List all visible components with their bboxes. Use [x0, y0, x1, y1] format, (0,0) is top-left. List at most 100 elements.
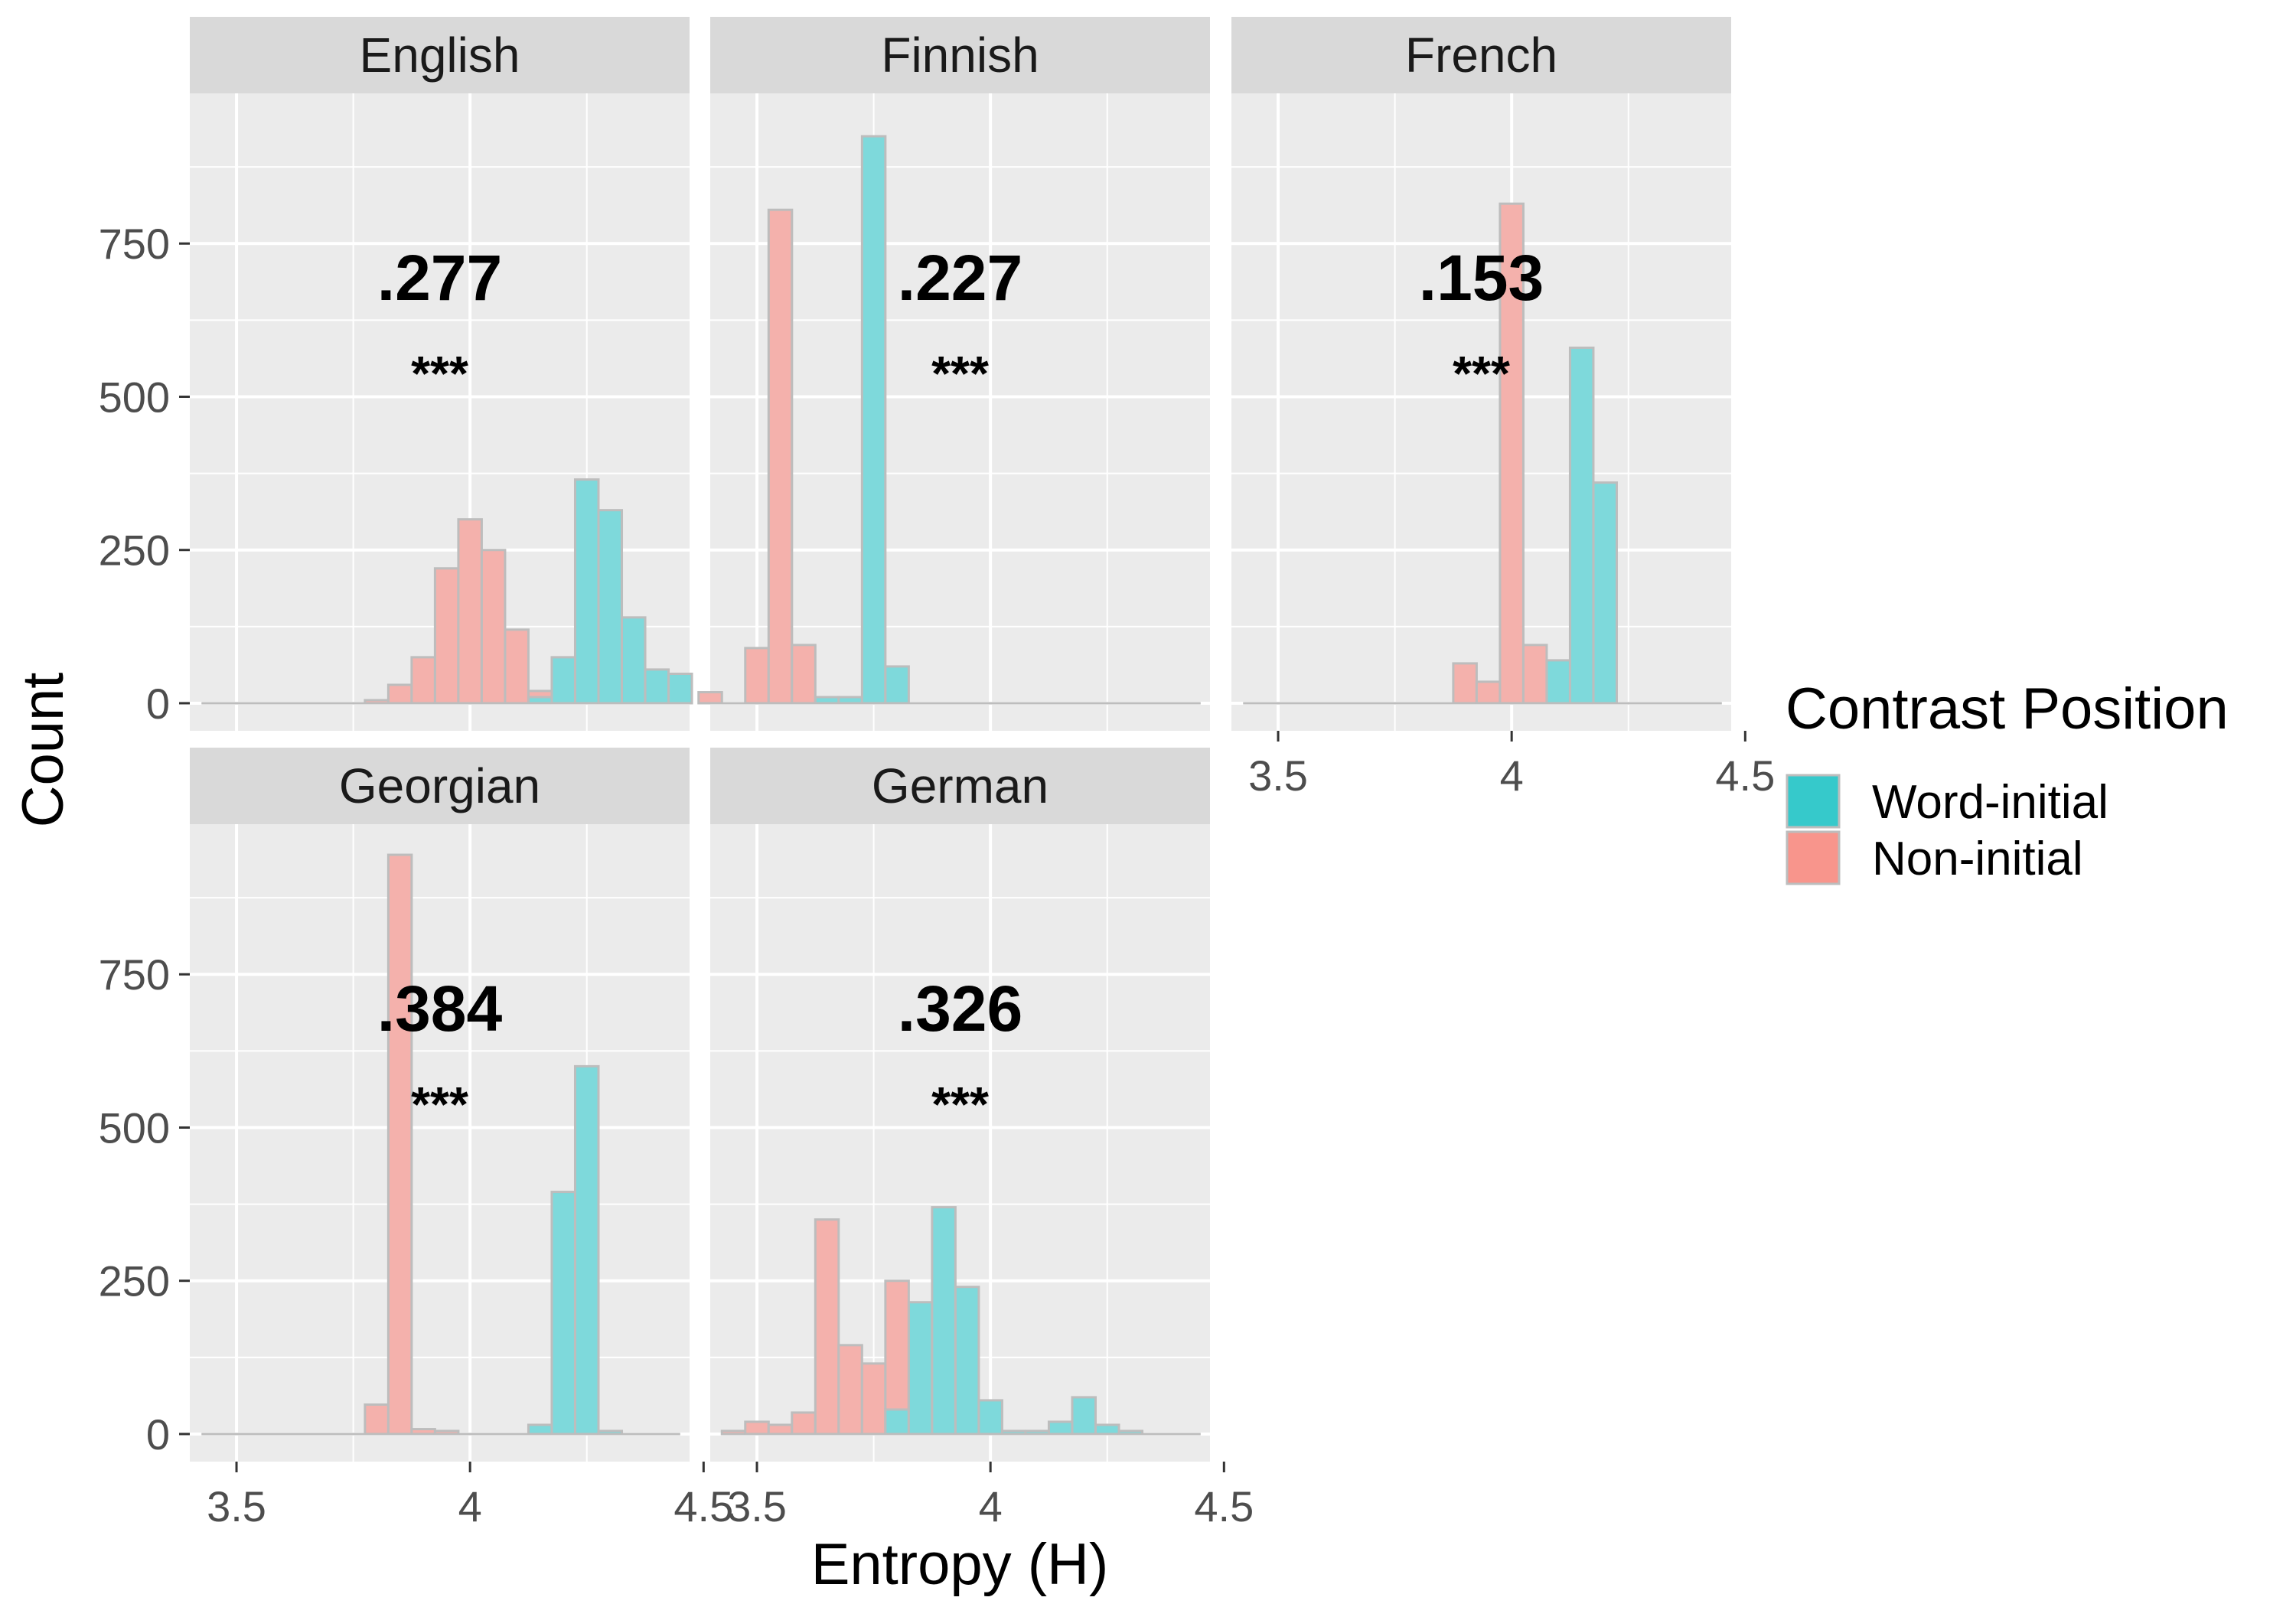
non-initial-bar	[433, 1429, 460, 1436]
x-tick-label: 4.5	[1194, 1482, 1254, 1530]
word-initial-bar	[550, 1191, 576, 1436]
non-initial-bar	[744, 1420, 770, 1436]
y-tick-label: 500	[99, 373, 170, 421]
effect-size-label: .153	[1419, 242, 1544, 314]
non-initial-bar	[364, 1403, 390, 1436]
y-axis-bottom: 0 250 500 750	[99, 950, 190, 1459]
x-tick-label: 3.5	[207, 1482, 266, 1530]
facet-german: German .326 ***	[710, 748, 1226, 1462]
bars-french	[1452, 202, 1618, 705]
word-initial-bar	[527, 1423, 553, 1436]
effect-size-label: .326	[898, 973, 1023, 1045]
facet-french: French .153 ***	[1231, 17, 1747, 731]
panel-background-finnish	[710, 93, 1210, 731]
facet-title-english: English	[360, 28, 520, 83]
y-axis-top: 0 250 500 750	[99, 220, 190, 728]
non-initial-bar	[1475, 680, 1502, 705]
word-initial-bar	[1592, 481, 1618, 705]
non-initial-bar	[837, 1344, 863, 1436]
x-tick-label: 3.5	[1248, 751, 1308, 800]
gridlines-georgian	[190, 824, 706, 1462]
word-initial-bar	[573, 478, 600, 705]
facet-strip-french	[1231, 17, 1731, 93]
non-initial-bar	[767, 208, 794, 705]
non-initial-bar	[410, 656, 436, 705]
non-initial-bar	[1521, 644, 1548, 705]
word-initial-bar	[884, 1408, 910, 1436]
facet-strip-english	[190, 17, 690, 93]
non-initial-bar	[767, 1423, 794, 1436]
significance-label: ***	[931, 346, 989, 401]
non-initial-bar	[860, 1362, 887, 1436]
word-initial-bar	[954, 1286, 980, 1436]
x-axis-georgian: 3.5 4 4.5	[207, 1462, 733, 1530]
word-initial-bar	[1117, 1429, 1144, 1436]
non-initial-bar	[697, 691, 723, 705]
panel-background-french	[1231, 93, 1731, 731]
legend: Contrast Position Word-initialNon-initia…	[1786, 676, 2229, 885]
word-initial-bar	[814, 696, 840, 705]
x-axis-german: 3.5 4 4.5	[727, 1462, 1254, 1530]
x-axis-title: Entropy (H)	[811, 1532, 1109, 1597]
bars-finnish	[697, 135, 910, 705]
non-initial-bar	[791, 1411, 817, 1436]
x-tick-label: 4	[458, 1482, 482, 1530]
y-tick-label: 0	[146, 680, 170, 728]
legend-label-word-initial: Word-initial	[1872, 776, 2108, 829]
facet-title-georgian: Georgian	[339, 758, 540, 813]
facet-strip-georgian	[190, 748, 690, 824]
word-initial-bar	[931, 1206, 957, 1436]
word-initial-bar	[550, 656, 576, 705]
non-initial-bar	[480, 549, 507, 705]
non-initial-bar	[720, 1429, 747, 1436]
non-initial-bar	[386, 683, 413, 705]
y-tick-label: 250	[99, 1257, 170, 1305]
bars-georgian	[364, 853, 624, 1436]
y-tick-label: 750	[99, 950, 170, 999]
x-tick-label: 4	[979, 1482, 1003, 1530]
word-initial-bar	[1047, 1420, 1074, 1436]
word-initial-bar	[1545, 659, 1571, 705]
word-initial-bar	[977, 1399, 1003, 1436]
word-initial-bar	[884, 665, 910, 705]
x-axis-french: 3.5 4 4.5	[1248, 731, 1775, 800]
word-initial-bar	[860, 135, 887, 705]
facet-strip-german	[710, 748, 1210, 824]
non-initial-bar	[1499, 202, 1525, 705]
non-initial-bar	[410, 1428, 436, 1436]
non-initial-bar	[744, 647, 770, 705]
word-initial-bar	[621, 616, 647, 705]
x-tick-label: 3.5	[727, 1482, 787, 1530]
facet-georgian: Georgian .384 ***	[190, 748, 706, 1462]
word-initial-bar	[1000, 1429, 1027, 1436]
word-initial-bar	[597, 1429, 624, 1436]
non-initial-bar	[791, 644, 817, 705]
word-initial-bar	[1568, 346, 1595, 705]
facet-title-finnish: Finnish	[881, 28, 1039, 83]
word-initial-bar	[667, 673, 693, 705]
word-initial-bar	[527, 696, 553, 705]
non-initial-bar	[457, 518, 483, 705]
significance-label: ***	[411, 346, 468, 401]
non-initial-bar	[504, 628, 530, 705]
significance-label: ***	[931, 1077, 989, 1132]
facet-finnish: Finnish .227 ***	[697, 17, 1226, 731]
effect-size-label: .227	[898, 242, 1023, 314]
non-initial-bar	[386, 853, 413, 1436]
legend-swatch-word-initial	[1786, 774, 1841, 829]
word-initial-bar	[907, 1301, 934, 1436]
word-initial-bar	[644, 668, 670, 705]
panel-background-georgian	[190, 824, 690, 1462]
word-initial-bar	[1024, 1429, 1050, 1436]
y-tick-label: 0	[146, 1410, 170, 1459]
non-initial-bar	[364, 699, 390, 705]
word-initial-bar	[1071, 1396, 1097, 1436]
effect-size-label: .277	[377, 242, 503, 314]
significance-label: ***	[411, 1077, 468, 1132]
y-axis-title: Count	[11, 673, 76, 828]
non-initial-bar	[1452, 662, 1478, 705]
word-initial-bar	[573, 1064, 600, 1436]
facet-english: English .277 ***	[190, 17, 706, 731]
non-initial-bar	[814, 1218, 840, 1436]
